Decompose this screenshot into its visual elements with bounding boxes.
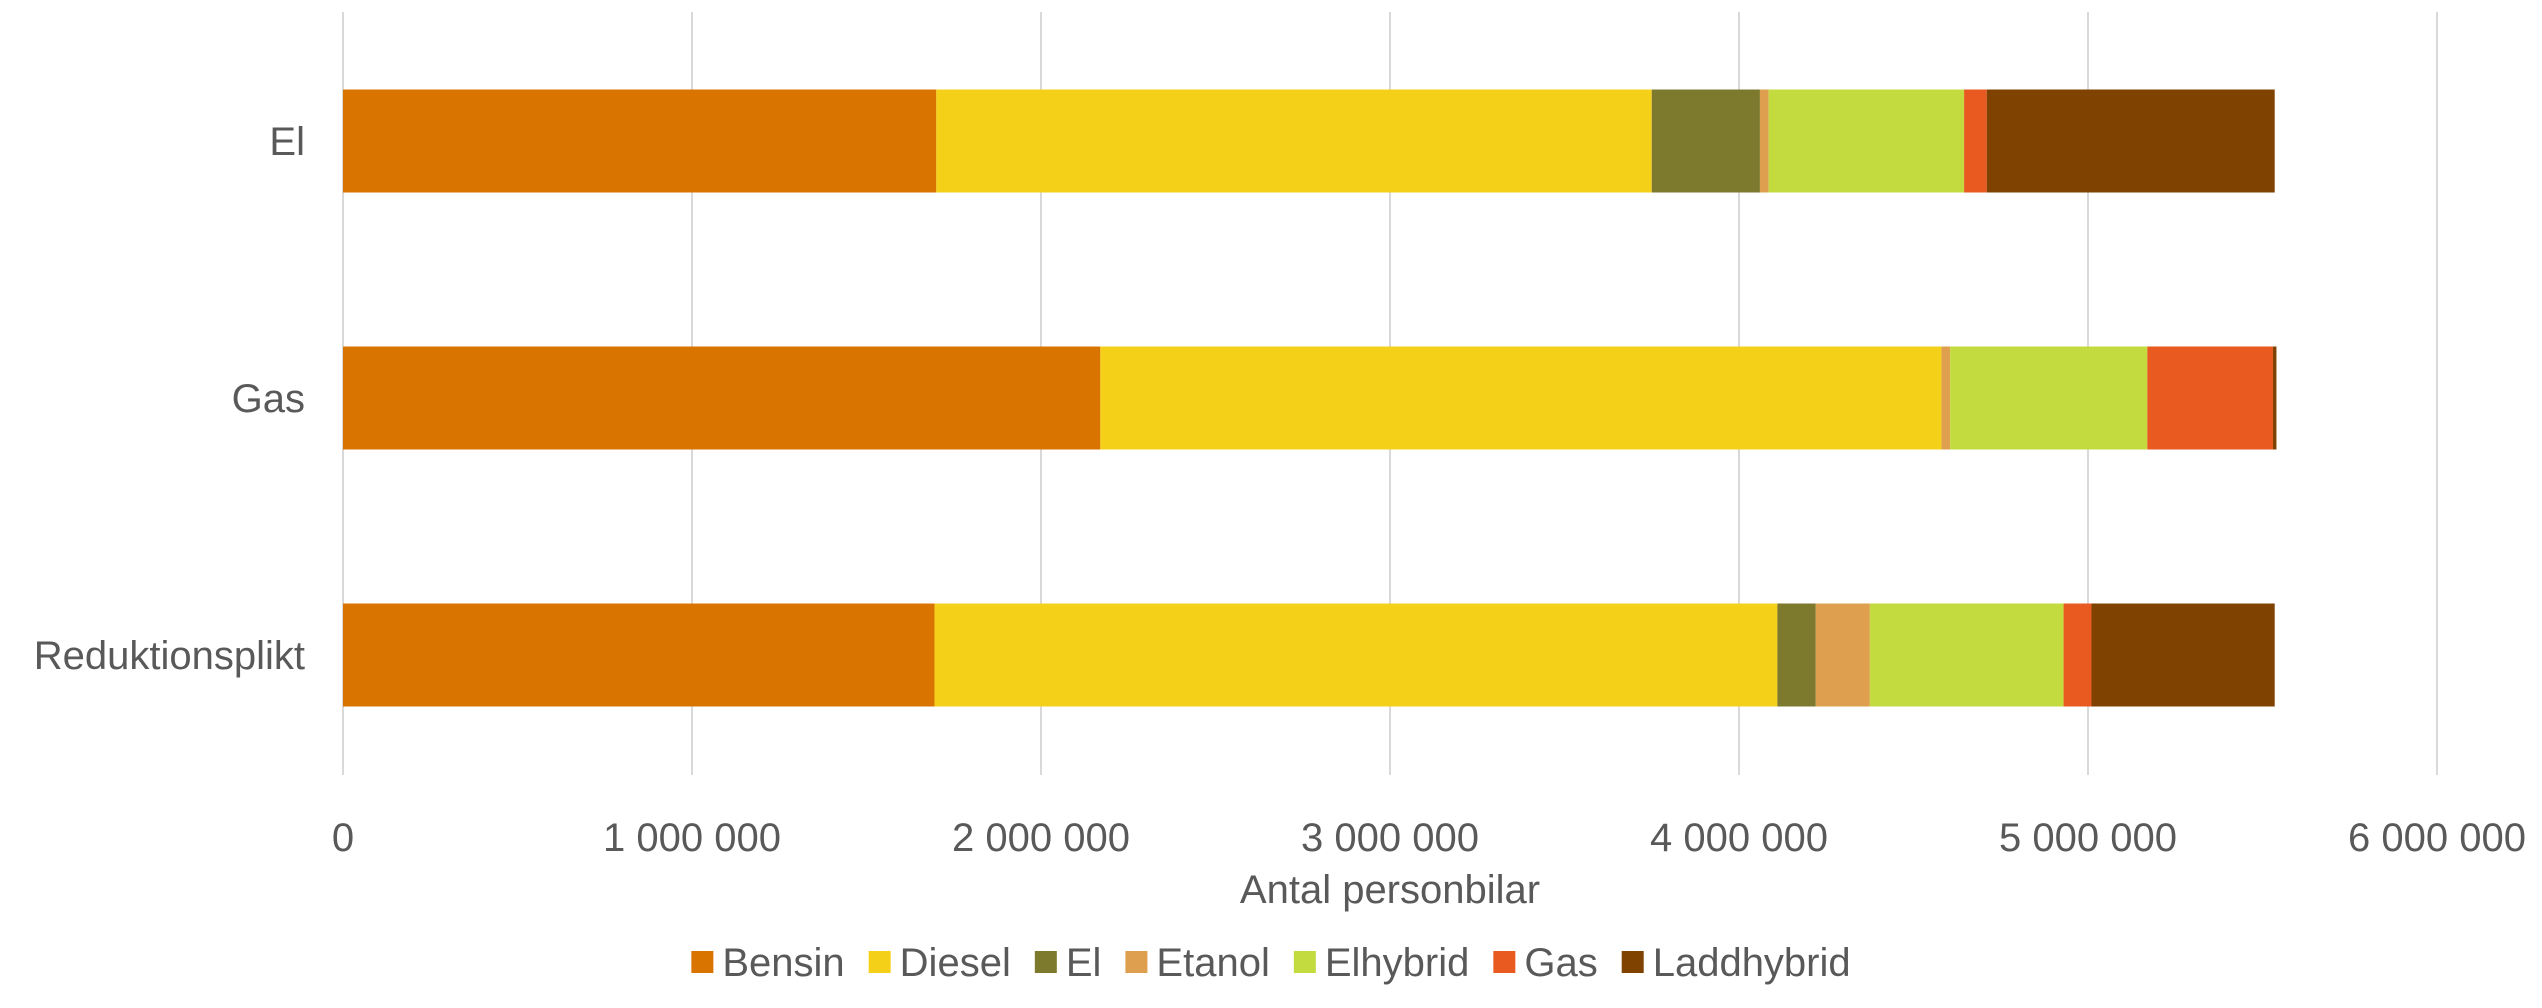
bar-segment-bensin-gas [343,346,1101,450]
category-label: Gas [232,377,305,421]
x-axis-title: Antal personbilar [1240,868,1540,912]
bar-segment-elhybrid-gas [1950,346,2148,450]
bar-segment-diesel-gas [1100,346,1942,450]
category-label: El [269,120,305,164]
bar-segment-laddhybrid-gas [2272,346,2277,450]
category-label: Reduktionsplikt [34,634,305,678]
legend-label: El [1066,941,1102,985]
bar-segment-gas-reduktionsplikt [2063,603,2092,707]
bar-segment-gas-gas [2147,346,2273,450]
legend-label: Etanol [1156,941,1269,985]
legend-label: Diesel [900,941,1011,985]
bar-segment-el-reduktionsplikt [1777,603,1816,707]
category-labels: El Gas Reduktionsplikt [34,120,305,678]
bar-segment-elhybrid-el [1768,89,1965,193]
x-tick-label: 6 000 000 [2348,816,2526,860]
legend-swatch-elhybrid [1293,951,1316,973]
legend-label: Gas [1524,941,1597,985]
bar-segment-laddhybrid-el [1986,89,2275,193]
legend-swatch-el [1034,951,1057,973]
legend-label: Bensin [722,941,844,985]
bar-segment-elhybrid-reduktionsplikt [1869,603,2064,707]
bar-segment-gas-el [1964,89,1987,193]
bar-segment-bensin-reduktionsplikt [343,603,935,707]
bar-segment-laddhybrid-reduktionsplikt [2091,603,2275,707]
bars [343,89,2277,707]
bar-segment-etanol-reduktionsplikt [1815,603,1870,707]
legend-swatch-laddhybrid [1621,951,1644,973]
x-tick-label: 4 000 000 [1650,816,1828,860]
bar-segment-diesel-el [936,89,1652,193]
legend-swatch-etanol [1125,951,1148,973]
x-tick-label: 1 000 000 [603,816,781,860]
bar-segment-el-el [1651,89,1760,193]
legend-swatch-diesel [868,951,891,973]
legend: Bensin Diesel El Etanol Elhybrid Gas Laddhybri… [691,941,1851,985]
x-tick-label: 2 000 000 [952,816,1130,860]
legend-label: Laddhybrid [1653,941,1851,985]
legend-label: Elhybrid [1325,941,1470,985]
legend-swatch-gas [1493,951,1516,973]
bar-segment-diesel-reduktionsplikt [934,603,1778,707]
bar-segment-etanol-gas [1941,346,1951,450]
bar-segment-etanol-el [1759,89,1769,193]
x-tick-label: 0 [332,816,354,860]
x-tick-label: 5 000 000 [1999,816,2177,860]
x-tick-label: 3 000 000 [1301,816,1479,860]
legend-swatch-bensin [691,951,714,973]
bar-segment-bensin-el [343,89,937,193]
x-tick-labels: 0 1 000 000 2 000 000 3 000 000 4 000 000 5 0… [332,816,2526,860]
